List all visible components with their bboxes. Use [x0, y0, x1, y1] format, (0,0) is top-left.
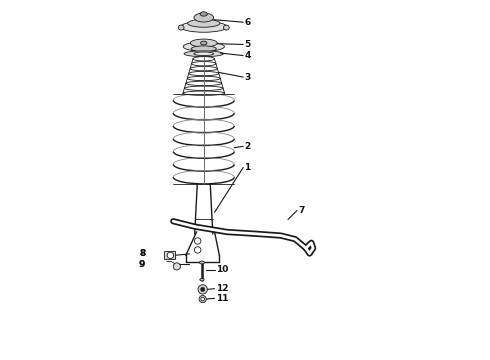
- Bar: [164, 251, 175, 259]
- Text: 2: 2: [245, 142, 250, 151]
- Ellipse shape: [199, 261, 204, 264]
- Text: 1: 1: [245, 163, 250, 172]
- Circle shape: [195, 247, 201, 253]
- Ellipse shape: [180, 22, 227, 32]
- Ellipse shape: [193, 57, 215, 61]
- Ellipse shape: [200, 278, 204, 281]
- Circle shape: [200, 287, 205, 292]
- Text: 8: 8: [139, 249, 146, 258]
- Ellipse shape: [223, 25, 229, 30]
- Ellipse shape: [183, 91, 224, 95]
- Text: 11: 11: [216, 294, 228, 303]
- Circle shape: [167, 252, 173, 258]
- Ellipse shape: [190, 39, 217, 47]
- Text: 4: 4: [245, 51, 251, 60]
- Text: 5: 5: [245, 40, 250, 49]
- Text: 3: 3: [245, 73, 250, 82]
- Text: 7: 7: [298, 206, 304, 215]
- Ellipse shape: [190, 67, 218, 71]
- Ellipse shape: [178, 25, 184, 30]
- Ellipse shape: [200, 41, 207, 45]
- Ellipse shape: [194, 52, 214, 55]
- Ellipse shape: [200, 12, 207, 16]
- Ellipse shape: [188, 19, 220, 27]
- Text: 8: 8: [139, 249, 146, 258]
- Ellipse shape: [192, 62, 216, 66]
- Ellipse shape: [194, 13, 214, 22]
- Circle shape: [198, 285, 207, 294]
- Circle shape: [195, 238, 201, 244]
- Ellipse shape: [187, 76, 220, 81]
- Text: 6: 6: [245, 18, 250, 27]
- Text: 12: 12: [216, 284, 228, 293]
- Ellipse shape: [191, 46, 216, 51]
- Text: 9: 9: [139, 260, 146, 269]
- Circle shape: [199, 296, 206, 303]
- Text: 9: 9: [139, 260, 146, 269]
- Ellipse shape: [184, 51, 223, 57]
- Ellipse shape: [189, 71, 219, 76]
- Ellipse shape: [184, 86, 223, 90]
- Circle shape: [173, 263, 180, 270]
- Ellipse shape: [186, 81, 221, 86]
- Circle shape: [201, 297, 204, 301]
- Ellipse shape: [183, 42, 224, 51]
- Text: 10: 10: [216, 265, 228, 274]
